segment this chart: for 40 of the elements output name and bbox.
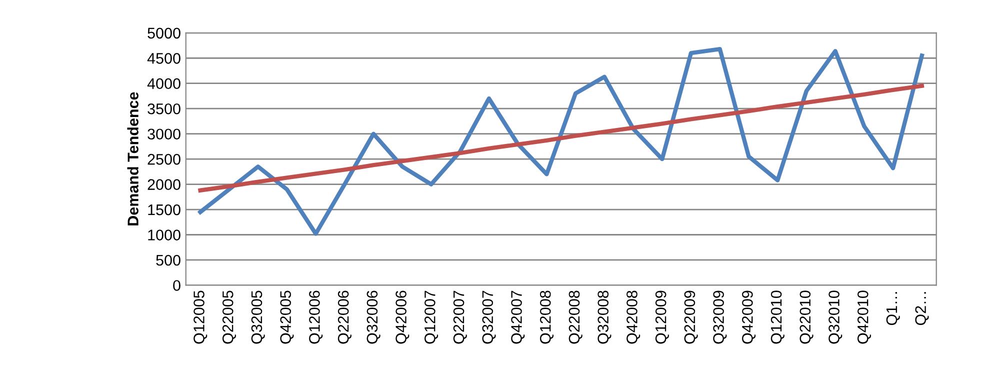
x-tick-label: Q42009: [742, 290, 756, 344]
x-tick-label: Q42010: [857, 290, 872, 344]
x-tick-label: Q32008: [598, 290, 612, 344]
x-tick-label: Q12010: [770, 290, 784, 344]
x-tick-label: Q12007: [424, 290, 438, 344]
x-tick-label: Q32005: [251, 290, 265, 344]
y-tick-label: 1500: [148, 204, 180, 216]
y-tick-label: 5000: [148, 28, 180, 39]
x-tick-label: Q2…: [915, 292, 929, 326]
x-tick-label: Q22009: [684, 290, 698, 344]
y-tick-label: 2500: [148, 154, 180, 165]
x-tick-label: Q12005: [194, 290, 208, 344]
y-tick-label: 0: [173, 280, 180, 291]
y-tick-label: 500: [156, 254, 180, 266]
y-tick-label: 3500: [148, 103, 180, 114]
x-tick-label: Q12006: [309, 290, 323, 344]
x-tick-label: Q32010: [828, 290, 842, 344]
x-tick-label: Q22007: [453, 290, 467, 344]
x-tick-label: Q12008: [540, 290, 554, 344]
x-tick-label: Q12009: [655, 290, 669, 344]
x-tick-label: Q1…: [886, 292, 900, 326]
x-tick-label: Q42008: [626, 290, 640, 344]
x-tick-label: Q42005: [280, 290, 294, 344]
x-tick-label: Q32006: [366, 290, 380, 344]
x-tick-label: Q22005: [222, 290, 236, 344]
x-tick-label: Q42007: [511, 290, 525, 344]
x-tick-label: Q32007: [482, 290, 496, 344]
x-tick-label: Q22010: [800, 290, 814, 344]
x-tick-label: Q42006: [396, 290, 410, 344]
y-tick-label: 2000: [148, 179, 180, 190]
y-tick-label: 1000: [148, 230, 180, 240]
y-tick-label: 4000: [147, 78, 180, 90]
line-series: [198, 46, 924, 236]
x-tick-label: Q32009: [713, 290, 727, 344]
line-series: [198, 84, 924, 192]
y-tick-label: 4500: [147, 52, 180, 64]
y-axis-title: Demand Tendence: [127, 92, 138, 226]
x-tick-label: Q22006: [338, 290, 352, 344]
x-tick-label: Q22008: [568, 290, 582, 344]
y-tick-label: 3000: [148, 128, 180, 140]
